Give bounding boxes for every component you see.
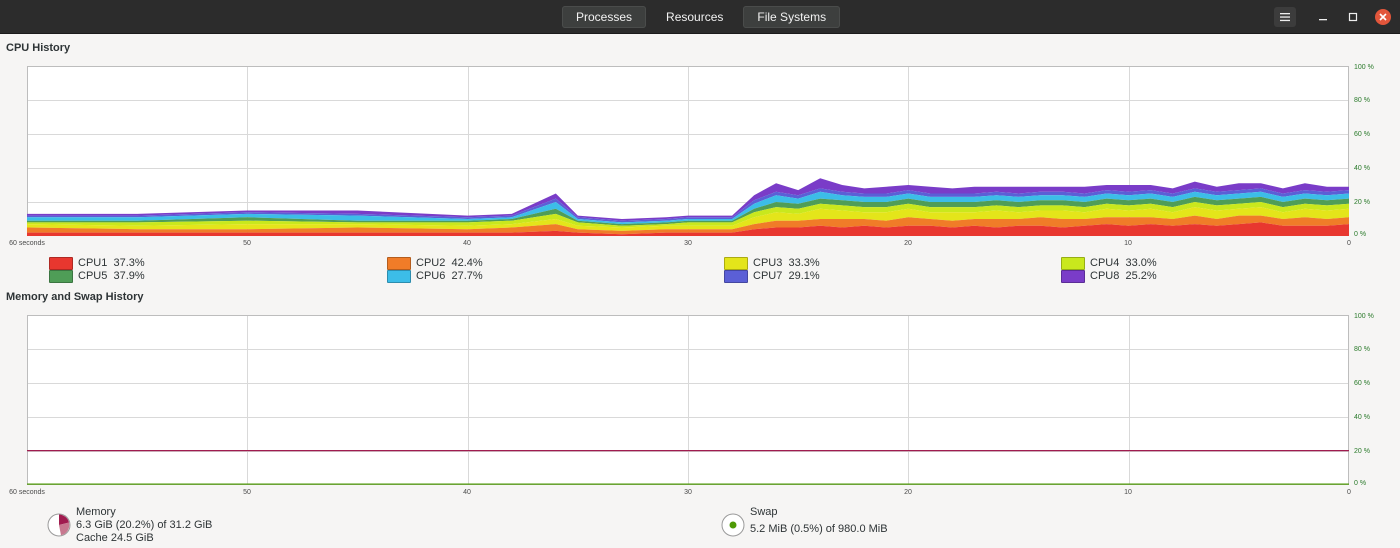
cpu-x-tick: 60 seconds (9, 240, 45, 247)
memory-history-title: Memory and Swap History (6, 291, 144, 303)
cpu3-color-swatch[interactable] (724, 257, 748, 270)
cpu-x-tick: 10 (1124, 240, 1132, 247)
mem-y-tick: 40 % (1354, 414, 1370, 421)
legend-label: CPU7 (753, 270, 783, 282)
legend-value: 42.4% (451, 257, 483, 269)
cpu-y-tick: 20 % (1354, 199, 1370, 206)
mem-y-tick: 60 % (1354, 380, 1370, 387)
hamburger-menu-icon[interactable] (1274, 7, 1296, 27)
cpu-y-tick: 0 % (1354, 231, 1367, 238)
memory-cache-value: Cache 24.5 GiB (76, 532, 154, 544)
legend-value: 33.3% (788, 257, 820, 269)
legend-label: CPU8 (1090, 270, 1120, 282)
cpu-area-cpu5 (27, 196, 1349, 226)
memory-label: Memory (76, 506, 116, 518)
cpu-x-tick: 20 (904, 240, 912, 247)
mem-y-tick: 20 % (1354, 448, 1370, 455)
mem-x-tick: 0 (1347, 489, 1351, 496)
memory-chart-svg (27, 315, 1349, 485)
mem-x-tick: 60 seconds (9, 489, 45, 496)
mem-y-tick: 0 % (1354, 480, 1367, 487)
tab-bar: Processes Resources File Systems (562, 6, 846, 28)
cpu4-color-swatch[interactable] (1061, 257, 1085, 270)
legend-value: 25.2% (1125, 270, 1157, 282)
cpu-x-tick: 30 (684, 240, 692, 247)
cpu-x-tick: 0 (1347, 240, 1351, 247)
legend-value: 27.7% (451, 270, 483, 282)
swap-usage-value: 5.2 MiB (0.5%) of 980.0 MiB (750, 523, 888, 535)
cpu2-color-swatch[interactable] (387, 257, 411, 270)
maximize-icon[interactable] (1346, 7, 1360, 27)
cpu1-color-swatch[interactable] (49, 257, 73, 270)
cpu-chart-svg (27, 66, 1349, 236)
mem-x-tick: 10 (1124, 489, 1132, 496)
cpu7-color-swatch[interactable] (724, 270, 748, 283)
legend-label: CPU1 (78, 257, 108, 269)
memory-usage-value: 6.3 GiB (20.2%) of 31.2 GiB (76, 519, 213, 531)
cpu5-color-swatch[interactable] (49, 270, 73, 283)
tab-resources[interactable]: Resources (666, 10, 724, 24)
legend-value: 37.9% (113, 270, 145, 282)
mem-x-tick: 50 (243, 489, 251, 496)
cpu-area-cpu1 (27, 222, 1349, 236)
legend-label: CPU3 (753, 257, 783, 269)
tab-file-systems[interactable]: File Systems (743, 6, 841, 28)
mem-y-tick: 80 % (1354, 346, 1370, 353)
header-bar: Processes Resources File Systems (0, 0, 1400, 34)
cpu-area-cpu3 (27, 207, 1349, 231)
legend-label: CPU6 (416, 270, 446, 282)
close-icon[interactable] (1375, 9, 1391, 25)
cpu-y-tick: 60 % (1354, 131, 1370, 138)
cpu-history-chart (27, 66, 1349, 236)
tab-processes[interactable]: Processes (562, 6, 647, 28)
legend-value: 29.1% (788, 270, 820, 282)
cpu-y-tick: 40 % (1354, 165, 1370, 172)
minimize-icon[interactable] (1316, 7, 1330, 27)
cpu-area-cpu4 (27, 202, 1349, 228)
mem-x-tick: 30 (684, 489, 692, 496)
cpu-area-cpu6 (27, 191, 1349, 225)
legend-label: CPU4 (1090, 257, 1120, 269)
legend-value: 33.0% (1125, 257, 1157, 269)
cpu-history-title: CPU History (6, 42, 71, 54)
cpu-x-tick: 40 (463, 240, 471, 247)
legend-label: CPU2 (416, 257, 446, 269)
cpu-y-tick: 100 % (1354, 64, 1374, 71)
legend-label: CPU5 (78, 270, 108, 282)
cpu8-color-swatch[interactable] (1061, 270, 1085, 283)
memory-history-chart (27, 315, 1349, 485)
cpu-x-tick: 50 (243, 240, 251, 247)
swap-label: Swap (750, 506, 778, 518)
legend-value: 37.3% (113, 257, 145, 269)
swap-pie-icon[interactable] (721, 513, 745, 537)
cpu-area-cpu8 (27, 178, 1349, 221)
cpu6-color-swatch[interactable] (387, 270, 411, 283)
mem-x-tick: 40 (463, 489, 471, 496)
cpu-area-cpu2 (27, 215, 1349, 235)
mem-x-tick: 20 (904, 489, 912, 496)
memory-pie-icon[interactable] (47, 513, 71, 537)
mem-y-tick: 100 % (1354, 313, 1374, 320)
cpu-y-tick: 80 % (1354, 97, 1370, 104)
